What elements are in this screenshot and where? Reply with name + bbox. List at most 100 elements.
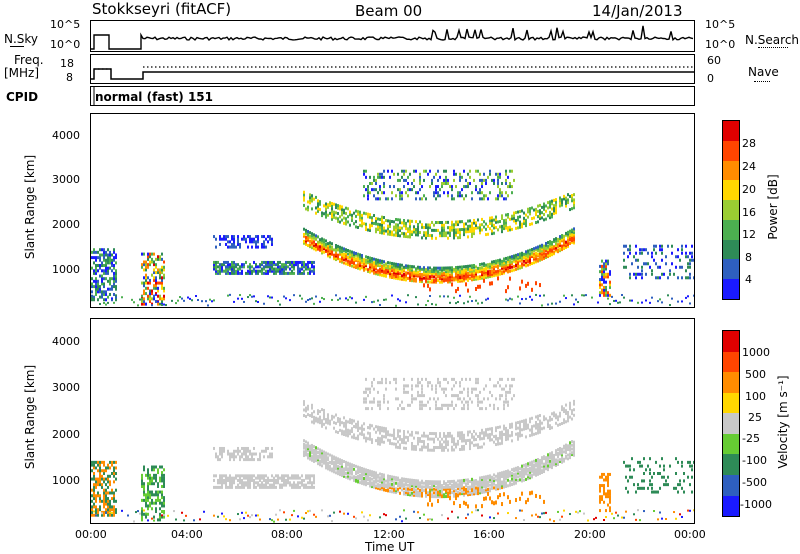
heatmap-cell <box>503 264 505 268</box>
heatmap-cell <box>393 172 395 176</box>
heatmap-cell <box>343 460 345 464</box>
power-ylabel: Slant Range [km] <box>23 154 37 260</box>
heatmap-cell <box>313 245 315 249</box>
heatmap-cell <box>439 234 441 238</box>
heatmap-cell <box>495 259 497 263</box>
heatmap-cell <box>371 485 373 489</box>
heatmap-cell <box>433 223 435 227</box>
heatmap-cell <box>435 480 437 484</box>
heatmap-cell <box>403 278 405 282</box>
heatmap-cell <box>389 261 391 265</box>
heatmap-cell <box>281 483 283 487</box>
heatmap-cell <box>467 482 469 486</box>
heatmap-cell <box>155 299 157 303</box>
heatmap-cell <box>333 466 335 470</box>
heatmap-cell <box>163 501 165 505</box>
heatmap-cell <box>277 267 279 271</box>
heatmap-cell <box>521 419 523 423</box>
heatmap-cell <box>463 387 465 391</box>
heatmap-cell <box>405 492 407 496</box>
heatmap-cell <box>377 271 379 275</box>
heatmap-cell <box>281 267 283 271</box>
heatmap-cell <box>473 274 475 278</box>
heatmap-cell <box>99 303 101 306</box>
heatmap-cell <box>335 463 337 467</box>
heatmap-cell <box>475 479 477 483</box>
heatmap-cell <box>489 427 491 431</box>
heatmap-cell <box>609 283 611 287</box>
heatmap-cell <box>143 465 145 469</box>
heatmap-cell <box>499 220 501 224</box>
heatmap-cell <box>419 272 421 276</box>
heatmap-cell <box>371 260 373 264</box>
heatmap-cell <box>473 486 475 490</box>
heatmap-cell <box>541 304 543 307</box>
heatmap-cell <box>103 256 105 260</box>
heatmap-cell <box>459 228 461 232</box>
heatmap-cell <box>213 263 215 267</box>
heatmap-cell <box>383 272 385 276</box>
heatmap-cell <box>501 502 503 507</box>
heatmap-cell <box>497 381 499 385</box>
heatmap-cell <box>331 242 333 246</box>
heatmap-cell <box>239 458 241 462</box>
heatmap-cell <box>385 430 387 434</box>
heatmap-cell <box>479 178 481 182</box>
heatmap-cell <box>527 263 529 267</box>
heatmap-cell <box>373 481 375 485</box>
heatmap-cell <box>469 447 471 451</box>
heatmap-cell <box>265 265 267 269</box>
heatmap-cell <box>305 207 307 211</box>
heatmap-cell <box>443 181 445 185</box>
heatmap-cell <box>401 191 403 195</box>
heatmap-cell <box>303 198 305 202</box>
heatmap-cell <box>425 489 427 493</box>
heatmap-cell <box>505 267 507 271</box>
heatmap-cell <box>375 227 377 231</box>
heatmap-cell <box>307 456 309 460</box>
heatmap-cell <box>627 255 629 259</box>
heatmap-cell <box>355 517 357 520</box>
heatmap-cell <box>147 286 149 290</box>
heatmap-cell <box>107 491 109 495</box>
heatmap-cell <box>505 432 507 436</box>
heatmap-cell <box>487 474 489 478</box>
heatmap-cell <box>411 394 413 398</box>
heatmap-cell <box>325 248 327 252</box>
heatmap-cell <box>453 394 455 398</box>
heatmap-cell <box>293 483 295 487</box>
heatmap-cell <box>561 203 563 207</box>
heatmap-cell <box>475 509 477 512</box>
heatmap-cell <box>449 277 451 282</box>
heatmap-cell <box>427 223 429 227</box>
heatmap-cell <box>307 244 309 248</box>
heatmap-cell <box>417 492 419 496</box>
heatmap-cell <box>295 474 297 478</box>
heatmap-cell <box>421 273 423 277</box>
heatmap-cell <box>215 474 217 478</box>
heatmap-cell <box>317 201 319 205</box>
heatmap-cell <box>571 232 573 236</box>
heatmap-cell <box>389 219 391 223</box>
heatmap-cell <box>513 259 515 263</box>
heatmap-cell <box>605 280 607 284</box>
heatmap-cell <box>399 484 401 488</box>
heatmap-cell <box>383 480 385 484</box>
heatmap-cell <box>379 407 381 411</box>
heatmap-cell <box>267 476 269 480</box>
heatmap-cell <box>447 273 449 277</box>
heatmap-cell <box>297 485 299 489</box>
heatmap-cell <box>527 477 529 481</box>
heatmap-cell <box>153 278 155 282</box>
heatmap-cell <box>503 268 505 272</box>
heatmap-cell <box>479 191 481 195</box>
heatmap-cell <box>379 303 381 306</box>
heatmap-cell <box>147 504 149 508</box>
heatmap-cell <box>445 234 447 238</box>
heatmap-cell <box>375 272 377 276</box>
heatmap-cell <box>503 400 505 404</box>
heatmap-cell <box>405 483 407 487</box>
heatmap-cell <box>213 265 215 269</box>
heatmap-cell <box>301 263 303 267</box>
heatmap-cell <box>477 486 479 490</box>
